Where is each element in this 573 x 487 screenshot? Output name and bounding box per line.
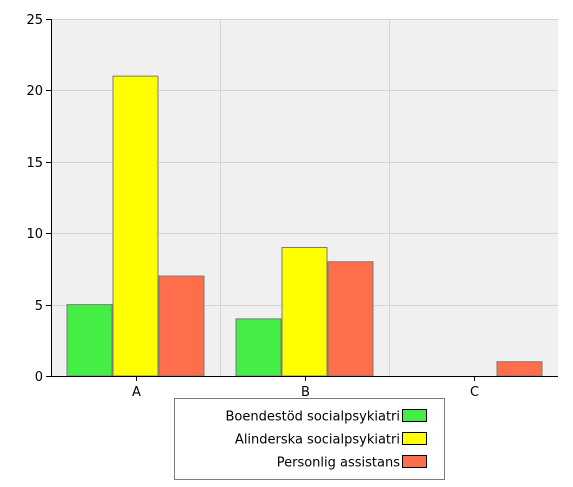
bar-A-3 [158,275,205,377]
x-tick-label: B [301,385,310,400]
bar-B-2 [281,246,328,377]
bar-B-3 [327,261,374,377]
legend-label: Alinderska socialpsykiatri [235,433,400,448]
y-tick-label: 10 [26,227,43,242]
x-tick-label: C [470,385,479,400]
bar-A-1 [66,304,113,377]
bar-B-1 [235,318,282,377]
y-tick-label: 25 [26,13,43,28]
y-tick-label: 20 [26,84,43,99]
legend: Boendestöd socialpsykiatri Alinderska soc… [174,398,445,480]
y-tick-label: 0 [35,370,43,385]
legend-swatch [402,455,427,468]
bar-C-3 [496,361,543,377]
legend-swatch [402,409,427,422]
x-tick-label: A [132,385,141,400]
legend-swatch [402,432,427,445]
y-tick-label: 5 [35,299,43,314]
legend-box [174,398,445,480]
axes: 0 5 10 15 20 25 A B C [26,13,558,400]
y-tick-label: 15 [26,156,43,171]
legend-label: Boendestöd socialpsykiatri [225,410,400,425]
legend-label: Personlig assistans [277,456,400,471]
bar-A-2 [112,75,159,377]
